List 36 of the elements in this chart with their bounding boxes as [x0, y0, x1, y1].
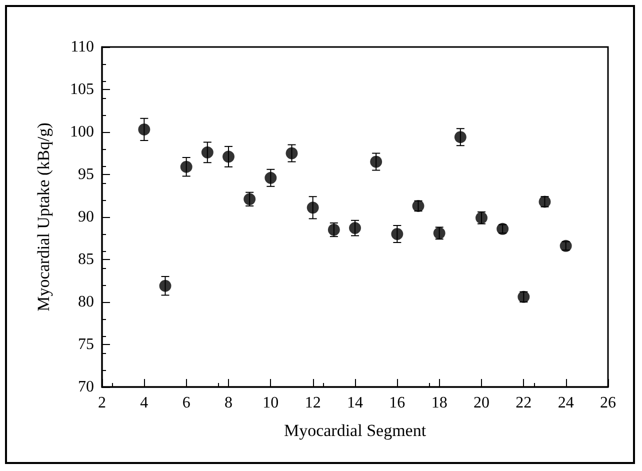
point — [180, 160, 192, 173]
y-tick-label: 100 — [70, 124, 94, 140]
y-tick-label: 110 — [70, 38, 94, 56]
x-tick-label: 6 — [182, 394, 190, 412]
x-tick-label: 10 — [262, 394, 279, 412]
y-tick-label: 75 — [78, 336, 94, 353]
point — [159, 280, 172, 292]
point — [370, 156, 382, 168]
x-tick-label: 20 — [474, 394, 490, 412]
point — [201, 146, 214, 158]
point — [222, 150, 234, 163]
y-tick-label: 95 — [78, 166, 94, 183]
x-tick-label: 16 — [389, 394, 406, 412]
y-tick-label: 90 — [78, 208, 94, 226]
x-tick-label: 4 — [140, 394, 148, 412]
y-tick-label: 85 — [78, 251, 94, 268]
y-tick-label: 70 — [78, 378, 94, 396]
x-tick-label: 22 — [516, 394, 532, 412]
point — [349, 222, 361, 234]
point — [264, 172, 277, 184]
x-tick-label: 24 — [558, 394, 574, 412]
x-tick-label: 8 — [224, 394, 232, 412]
x-axis-title: Myocardial Segment — [284, 421, 426, 440]
point — [306, 202, 319, 214]
y-tick-label: 80 — [78, 294, 94, 310]
x-tick-label: 2 — [98, 394, 106, 412]
point — [454, 131, 466, 144]
point — [138, 123, 150, 136]
point — [286, 147, 298, 160]
y-tick-label: 105 — [70, 81, 94, 98]
x-tick-label: 12 — [304, 394, 321, 412]
x-tick-label: 26 — [600, 394, 616, 412]
y-axis-title: Myocardial Uptake (kBq/g) — [34, 122, 53, 312]
point — [391, 228, 404, 240]
x-tick-label: 18 — [431, 394, 448, 412]
x-tick-label: 14 — [347, 394, 363, 412]
